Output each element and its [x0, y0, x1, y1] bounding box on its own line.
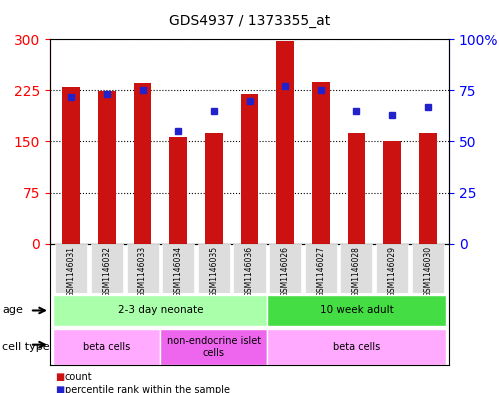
Text: GSM1146034: GSM1146034	[174, 246, 183, 297]
FancyBboxPatch shape	[267, 295, 446, 326]
FancyBboxPatch shape	[160, 329, 267, 365]
Text: GSM1146030: GSM1146030	[423, 246, 432, 297]
Text: ■: ■	[55, 385, 64, 393]
Text: beta cells: beta cells	[333, 342, 380, 352]
FancyBboxPatch shape	[162, 244, 194, 293]
FancyBboxPatch shape	[305, 244, 337, 293]
Text: 2-3 day neonate: 2-3 day neonate	[118, 305, 203, 316]
FancyBboxPatch shape	[340, 244, 372, 293]
Text: GSM1146026: GSM1146026	[280, 246, 289, 297]
Text: GDS4937 / 1373355_at: GDS4937 / 1373355_at	[169, 14, 330, 28]
Bar	[134, 83, 152, 244]
Bar	[383, 141, 401, 244]
FancyBboxPatch shape	[376, 244, 408, 293]
Bar	[241, 94, 258, 244]
Text: GSM1146028: GSM1146028	[352, 246, 361, 297]
Text: cell type: cell type	[2, 342, 50, 352]
FancyBboxPatch shape	[127, 244, 159, 293]
Text: GSM1146032: GSM1146032	[102, 246, 111, 297]
Text: count: count	[65, 372, 92, 382]
Text: age: age	[2, 305, 23, 316]
Text: percentile rank within the sample: percentile rank within the sample	[65, 385, 230, 393]
Text: GSM1146036: GSM1146036	[245, 246, 254, 297]
Text: beta cells: beta cells	[83, 342, 131, 352]
Bar	[205, 132, 223, 244]
FancyBboxPatch shape	[234, 244, 265, 293]
Text: GSM1146031: GSM1146031	[67, 246, 76, 297]
Bar	[98, 91, 116, 244]
Text: GSM1146033: GSM1146033	[138, 246, 147, 297]
FancyBboxPatch shape	[198, 244, 230, 293]
FancyBboxPatch shape	[412, 244, 444, 293]
Bar	[169, 137, 187, 244]
Bar	[312, 82, 330, 244]
Bar	[276, 40, 294, 244]
Text: GSM1146035: GSM1146035	[210, 246, 219, 297]
Text: non-endocrine islet
cells: non-endocrine islet cells	[167, 336, 261, 358]
FancyBboxPatch shape	[267, 329, 446, 365]
FancyBboxPatch shape	[53, 329, 160, 365]
FancyBboxPatch shape	[91, 244, 123, 293]
Bar	[419, 133, 437, 244]
Bar	[62, 87, 80, 244]
FancyBboxPatch shape	[55, 244, 87, 293]
Text: 10 week adult: 10 week adult	[319, 305, 393, 316]
Bar	[347, 133, 365, 244]
Text: ■: ■	[55, 372, 64, 382]
Text: GSM1146027: GSM1146027	[316, 246, 325, 297]
FancyBboxPatch shape	[53, 295, 267, 326]
Text: GSM1146029: GSM1146029	[388, 246, 397, 297]
FancyBboxPatch shape	[269, 244, 301, 293]
